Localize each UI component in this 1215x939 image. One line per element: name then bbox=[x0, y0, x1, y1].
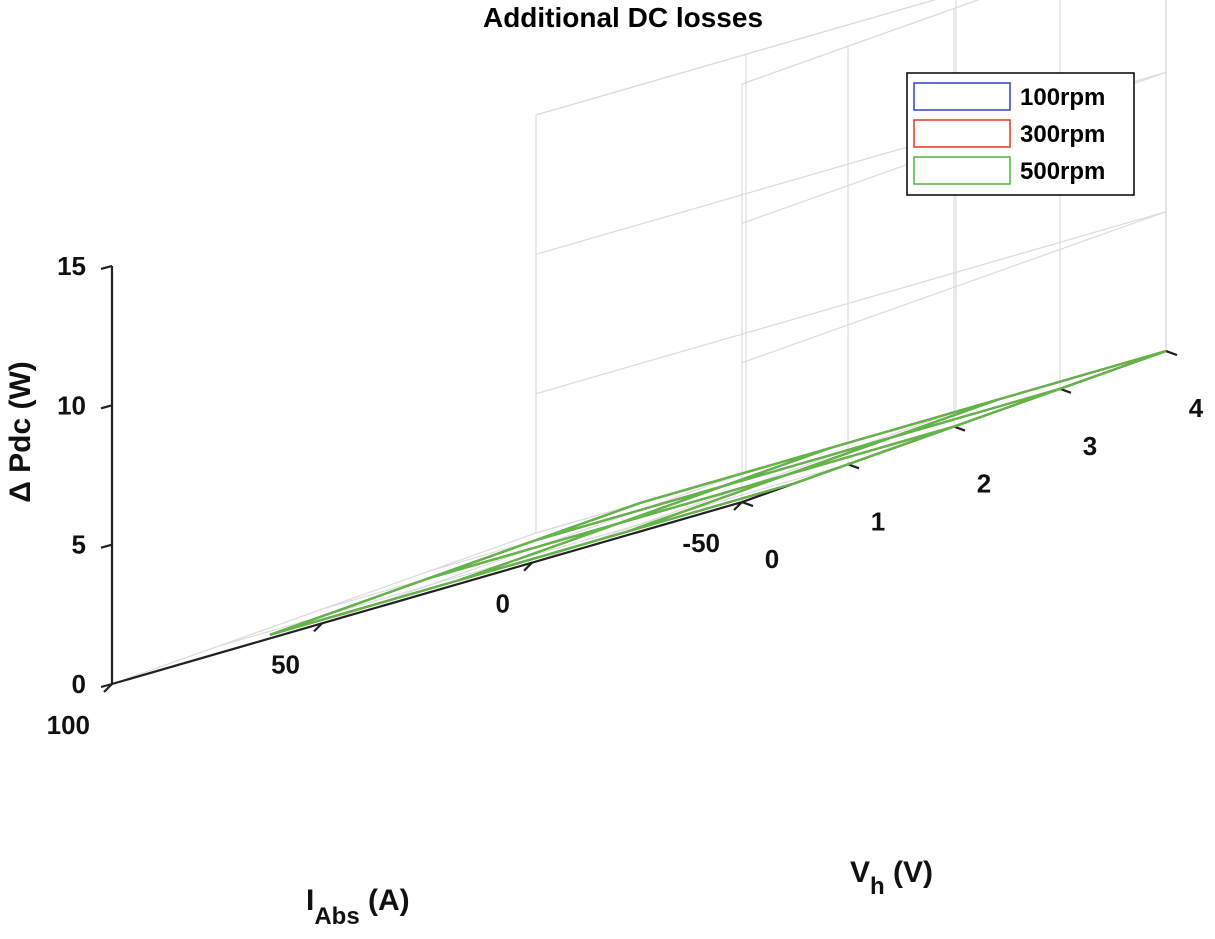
series-500rpm bbox=[269, 349, 1167, 636]
x-tick-mark bbox=[313, 622, 323, 633]
y-tick-mark bbox=[847, 463, 860, 470]
mesh-line bbox=[269, 482, 796, 636]
legend-swatch bbox=[913, 156, 1011, 185]
tick-labels: 0 5 10 15 100 50 0 -50 0 1 2 3 4 bbox=[47, 251, 1204, 740]
x-tick-label: -50 bbox=[682, 528, 720, 558]
axes bbox=[110, 265, 1167, 686]
mesh-line bbox=[458, 447, 831, 582]
grid-line bbox=[741, 0, 980, 85]
x-tick-label: 0 bbox=[496, 589, 510, 619]
z-tick-label: 0 bbox=[72, 669, 86, 699]
y-tick-mark bbox=[953, 425, 966, 432]
x-axis-label-unit: (A) bbox=[360, 884, 410, 917]
mesh-line bbox=[640, 349, 1167, 504]
surface-mesh bbox=[269, 349, 1167, 636]
mesh-line bbox=[534, 387, 1061, 542]
x-tick-mark bbox=[523, 561, 533, 572]
x-tick-mark bbox=[733, 501, 743, 511]
grid-line bbox=[535, 0, 937, 116]
mesh-line bbox=[269, 501, 642, 636]
mesh-line bbox=[794, 350, 1167, 485]
legend-box bbox=[906, 72, 1135, 196]
y-axis-label: Vh (V) bbox=[850, 856, 933, 900]
y-axis-label-unit: (V) bbox=[885, 856, 933, 889]
y-axis-label-sub: h bbox=[870, 873, 885, 900]
x-axis-label-main: I bbox=[306, 884, 314, 917]
x-tick-label: 100 bbox=[47, 710, 90, 740]
y-tick-label: 0 bbox=[765, 544, 779, 574]
y-tick-label: 1 bbox=[871, 506, 885, 536]
y-tick-mark bbox=[741, 501, 754, 508]
z-tick-label: 15 bbox=[57, 251, 86, 281]
legend-entry: 300rpm bbox=[1020, 121, 1105, 148]
z-tick-mark bbox=[100, 543, 113, 549]
x-axis-label: IAbs (A) bbox=[306, 884, 410, 930]
x-axis-label-sub: Abs bbox=[314, 903, 359, 930]
chart-title: Additional DC losses bbox=[483, 2, 763, 33]
y-axis-label-main: V bbox=[850, 856, 870, 889]
mesh-line bbox=[626, 398, 999, 533]
z-axis-label: Δ Pdc (W) bbox=[4, 361, 37, 503]
legend-swatch bbox=[913, 82, 1011, 111]
x-tick-mark bbox=[103, 683, 113, 693]
x-axis-line bbox=[111, 500, 743, 686]
mesh-line bbox=[428, 425, 955, 580]
grid-line bbox=[111, 532, 537, 685]
legend: 100rpm 300rpm 500rpm bbox=[906, 72, 1135, 196]
y-tick-mark bbox=[1059, 387, 1072, 394]
legend-entry: 100rpm bbox=[1020, 84, 1105, 111]
legend-entry: 500rpm bbox=[1020, 158, 1105, 185]
z-tick-mark bbox=[100, 264, 113, 271]
z-tick-label: 10 bbox=[57, 390, 86, 420]
y-tick-label: 3 bbox=[1083, 431, 1097, 461]
z-tick-mark bbox=[100, 404, 113, 410]
z-tick-label: 5 bbox=[72, 530, 86, 560]
x-tick-label: 50 bbox=[271, 649, 300, 679]
legend-swatch bbox=[913, 119, 1011, 148]
y-tick-label: 2 bbox=[977, 469, 991, 499]
y-tick-mark bbox=[1165, 350, 1178, 357]
y-tick-label: 4 bbox=[1189, 393, 1204, 423]
grid-line bbox=[535, 211, 1167, 395]
